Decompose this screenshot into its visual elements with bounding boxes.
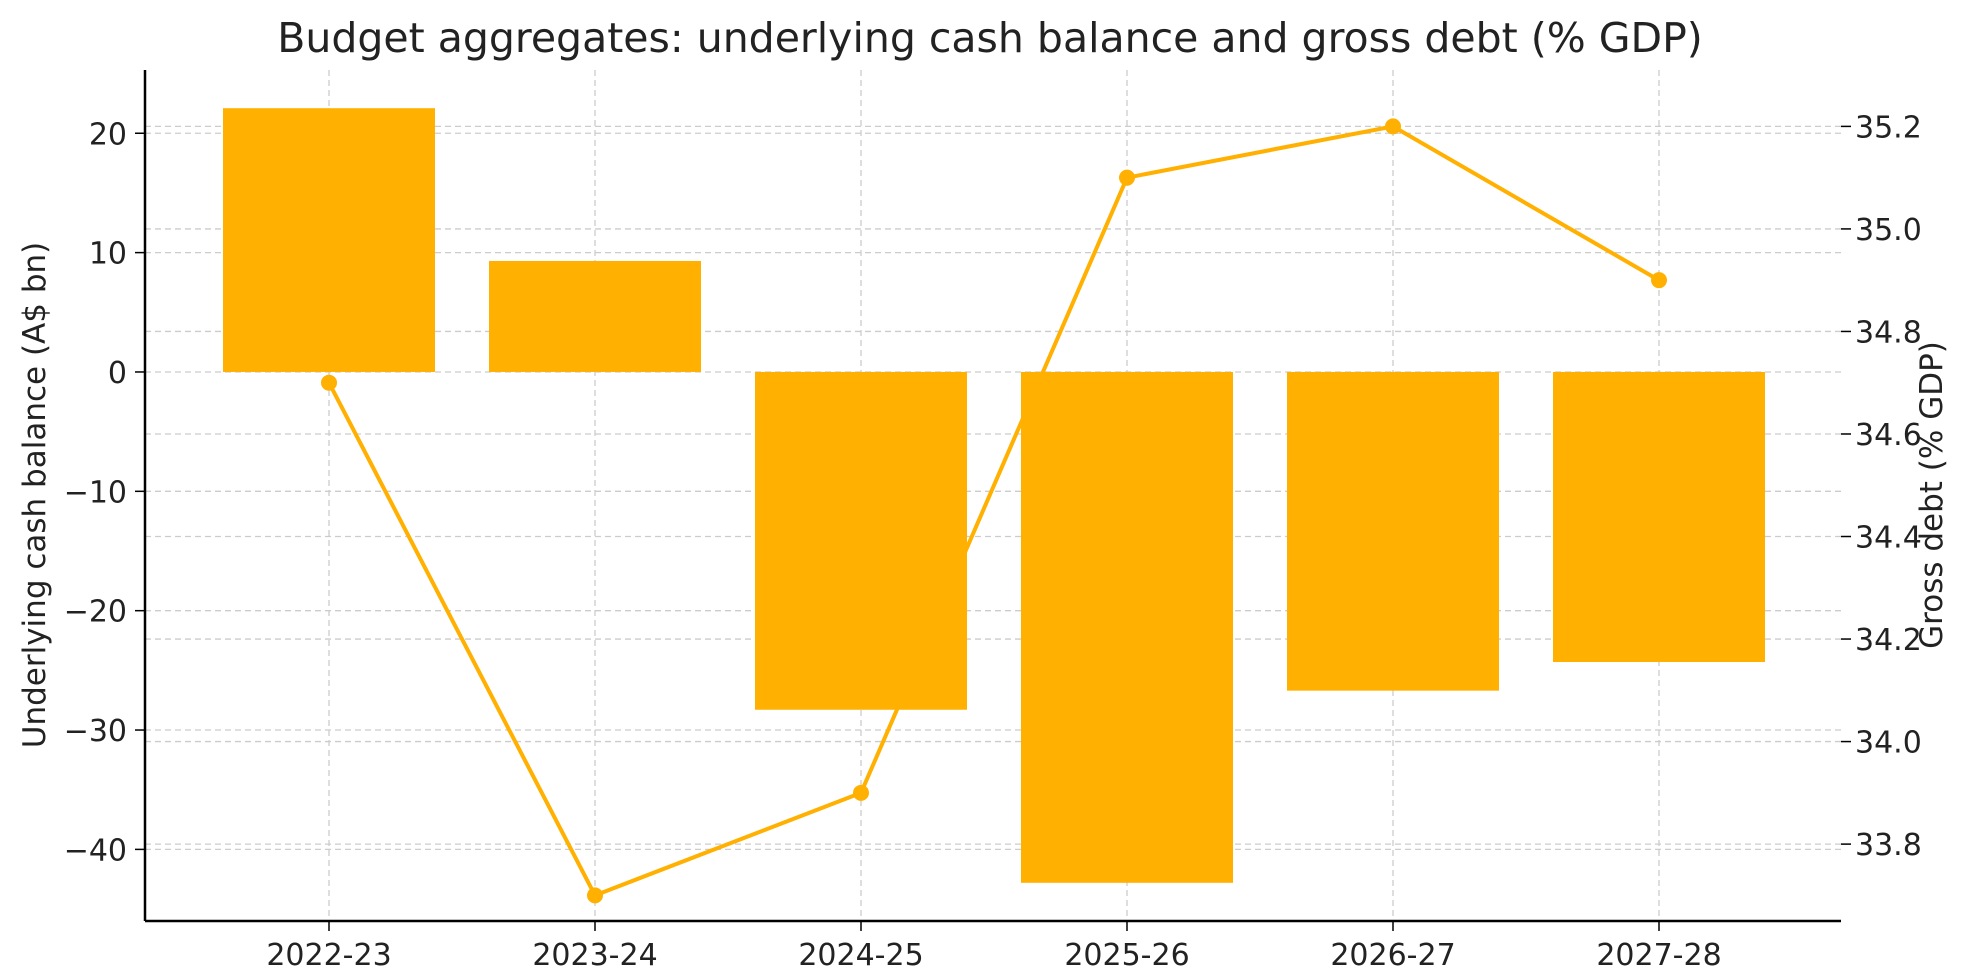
- x-tick-label: 2027-28: [1596, 938, 1721, 973]
- right-tick-label: 35.2: [1855, 110, 1922, 145]
- right-tick-label: 34.6: [1855, 418, 1922, 453]
- left-tick-label: 0: [108, 356, 127, 391]
- left-tick-label: 20: [89, 117, 127, 152]
- x-tick-label: 2026-27: [1330, 938, 1455, 973]
- x-tick-label: 2022-23: [266, 938, 391, 973]
- left-tick-label: 10: [89, 237, 127, 272]
- cash-balance-bar: [1021, 371, 1233, 883]
- gross-debt-point: [1385, 118, 1401, 135]
- right-tick-label: 33.8: [1855, 828, 1922, 863]
- chart-title: Budget aggregates: underlying cash balan…: [277, 14, 1703, 62]
- debt-line-layer: [321, 118, 1667, 904]
- gross-debt-point: [321, 374, 337, 391]
- cash-balance-bar: [755, 371, 967, 710]
- gross-debt-point: [1119, 169, 1135, 186]
- cash-balance-bar: [223, 108, 435, 372]
- right-tick-label: 34.0: [1855, 726, 1922, 761]
- gross-debt-line: [327, 124, 1661, 898]
- gross-debt-point: [853, 784, 869, 801]
- cash-balance-bar: [1553, 371, 1765, 662]
- gross-debt-point: [1651, 272, 1667, 289]
- left-tick-label: −20: [64, 595, 127, 630]
- right-axis-title: Gross debt (% GDP): [1914, 341, 1950, 649]
- bars-layer: [223, 108, 1765, 883]
- right-tick-label: 35.0: [1855, 213, 1922, 248]
- left-tick-label: −40: [64, 833, 127, 868]
- right-tick-label: 34.4: [1855, 521, 1922, 556]
- axes-layer: −40 −30 −20 −10 0 10 20 33.8 34.0 34.2 34.4 34.6 34.…: [64, 70, 1922, 973]
- x-tick-label: 2025-26: [1064, 938, 1189, 973]
- x-tick-label: 2024-25: [798, 938, 923, 973]
- left-tick-label: −30: [64, 714, 127, 749]
- cash-balance-bar: [489, 260, 701, 372]
- right-tick-label: 34.8: [1855, 315, 1922, 350]
- left-axis-title: Underlying cash balance (A$ bn): [17, 242, 53, 748]
- cash-balance-bar: [1287, 371, 1499, 691]
- gross-debt-point: [587, 887, 603, 904]
- left-tick-label: −10: [64, 475, 127, 510]
- x-tick-label: 2023-24: [532, 938, 657, 973]
- right-tick-label: 34.2: [1855, 623, 1922, 658]
